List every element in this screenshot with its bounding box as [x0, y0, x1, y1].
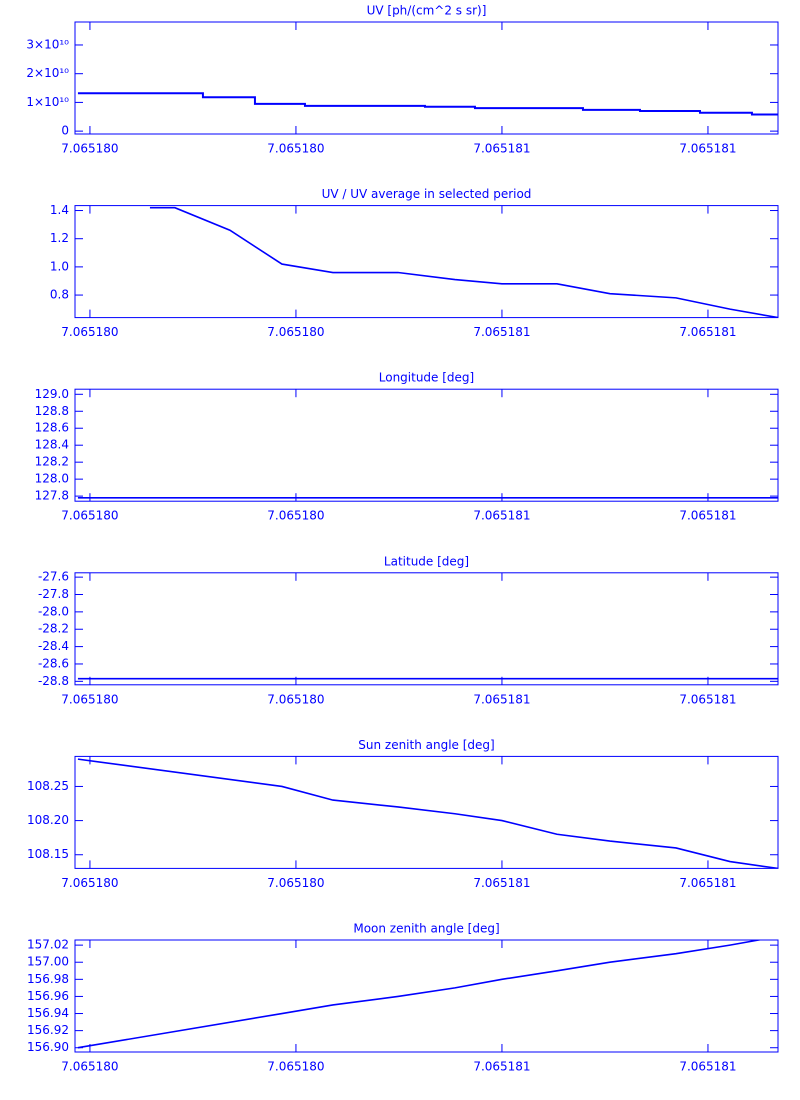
y-tick-label: 128.0 — [35, 472, 69, 486]
panel: Latitude [deg] -28.8 -28.6 -28.4 -28.2 -28.0 -… — [38, 554, 779, 706]
y-tick-label: 108.20 — [27, 813, 69, 827]
x-tick-label: 7.065180 — [267, 876, 324, 890]
panel-title: UV [ph/(cm^2 s sr)] — [367, 4, 487, 18]
y-tick-label: 128.4 — [35, 438, 69, 452]
plot-frame — [74, 755, 779, 869]
y-tick-label: 128.6 — [35, 421, 69, 435]
data-line — [149, 206, 778, 318]
y-tick-label: 129.0 — [35, 387, 69, 401]
y-tick-label: 0.8 — [50, 288, 69, 302]
y-tick-label: 156.90 — [27, 1040, 69, 1054]
x-tick-label: 7.065180 — [267, 1060, 324, 1074]
panel-title: Sun zenith angle [deg] — [358, 738, 494, 752]
y-tick-label: -28.4 — [38, 639, 69, 653]
plot-frame — [74, 205, 779, 319]
x-tick-label: 7.065181 — [679, 692, 736, 706]
y-tick-label: -28.2 — [38, 622, 69, 636]
x-tick-label: 7.065180 — [61, 142, 118, 156]
y-tick-label: 157.02 — [27, 938, 69, 952]
y-tick-label: 128.8 — [35, 404, 69, 418]
data-line — [77, 92, 778, 116]
x-tick-label: 7.065181 — [473, 1060, 530, 1074]
x-tick-label: 7.065180 — [267, 325, 324, 339]
x-tick-label: 7.065180 — [61, 692, 118, 706]
y-tick-label: -28.8 — [38, 674, 69, 688]
x-tick-label: 7.065181 — [473, 692, 530, 706]
x-tick-label: 7.065180 — [267, 692, 324, 706]
x-tick-label: 7.065180 — [61, 1060, 118, 1074]
y-tick-label: 1×10¹⁰ — [26, 95, 69, 109]
y-tick-label: 1.0 — [50, 259, 69, 273]
panel: Moon zenith angle [deg] 156.90 156.92 156.9… — [27, 922, 779, 1074]
y-tick-label: 156.94 — [27, 1006, 69, 1020]
y-tick-label: 1.2 — [50, 231, 69, 245]
plot-frame — [74, 388, 779, 502]
data-line — [77, 940, 764, 1049]
x-tick-label: 7.065181 — [473, 142, 530, 156]
panel-title: UV / UV average in selected period — [322, 187, 532, 201]
plot-frame — [74, 21, 779, 135]
y-tick-label: 2×10¹⁰ — [26, 66, 69, 80]
x-tick-label: 7.065181 — [473, 876, 530, 890]
x-tick-label: 7.065180 — [267, 509, 324, 523]
plot-frame — [74, 939, 779, 1053]
y-tick-label: 156.98 — [27, 972, 69, 986]
x-tick-label: 7.065180 — [61, 876, 118, 890]
panel: UV [ph/(cm^2 s sr)] 0 1×10¹⁰ 2×10¹⁰ 3×10¹⁰ 7.… — [26, 4, 779, 156]
panel: Sun zenith angle [deg] 108.15 108.20 108.25… — [27, 738, 779, 890]
x-tick-label: 7.065181 — [679, 509, 736, 523]
x-tick-label: 7.065180 — [61, 325, 118, 339]
x-tick-label: 7.065180 — [61, 509, 118, 523]
panel: UV / UV average in selected period 0.8 1.0… — [50, 187, 779, 339]
y-tick-label: 157.00 — [27, 955, 69, 969]
y-tick-label: 127.8 — [35, 489, 69, 503]
y-tick-label: 108.15 — [27, 847, 69, 861]
x-tick-label: 7.065181 — [679, 1060, 736, 1074]
panel: Longitude [deg] 127.8 128.0 128.2 128.4 128.6… — [35, 371, 779, 523]
y-tick-label: -27.8 — [38, 587, 69, 601]
x-tick-label: 7.065181 — [473, 509, 530, 523]
x-tick-label: 7.065181 — [679, 142, 736, 156]
y-tick-label: -28.6 — [38, 656, 69, 670]
x-tick-label: 7.065181 — [679, 325, 736, 339]
y-tick-label: -27.6 — [38, 570, 69, 584]
panel-title: Latitude [deg] — [384, 554, 469, 568]
y-tick-label: 108.25 — [27, 779, 69, 793]
y-tick-label: 0 — [61, 124, 69, 138]
plot-frame — [74, 572, 779, 686]
x-tick-label: 7.065181 — [473, 325, 530, 339]
x-tick-label: 7.065181 — [679, 876, 736, 890]
data-line — [77, 758, 778, 869]
y-tick-label: 1.4 — [50, 203, 69, 217]
panel-title: Longitude [deg] — [379, 371, 474, 385]
y-tick-label: 3×10¹⁰ — [26, 37, 69, 51]
y-tick-label: -28.0 — [38, 604, 69, 618]
panel-title: Moon zenith angle [deg] — [353, 922, 499, 936]
y-tick-label: 156.92 — [27, 1023, 69, 1037]
y-tick-label: 128.2 — [35, 455, 69, 469]
x-tick-label: 7.065180 — [267, 142, 324, 156]
y-tick-label: 156.96 — [27, 989, 69, 1003]
